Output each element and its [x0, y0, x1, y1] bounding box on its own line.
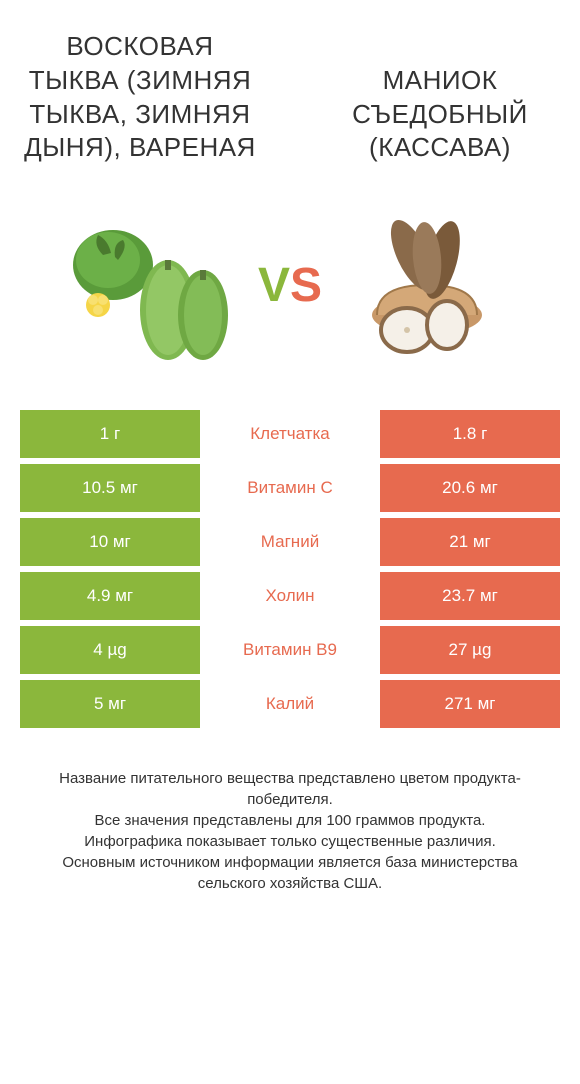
cell-left-value: 10.5 мг — [20, 464, 200, 512]
table-row: 10 мг Магний 21 мг — [20, 518, 560, 566]
cell-nutrient-label: Магний — [200, 518, 380, 566]
cell-left-value: 5 мг — [20, 680, 200, 728]
cell-nutrient-label: Холин — [200, 572, 380, 620]
footer-notes: Название питательного вещества представл… — [20, 768, 560, 894]
cell-right-value: 27 µg — [380, 626, 560, 674]
cell-right-value: 21 мг — [380, 518, 560, 566]
cell-left-value: 4.9 мг — [20, 572, 200, 620]
vs-v-letter: V — [258, 258, 290, 313]
table-row: 1 г Клетчатка 1.8 г — [20, 410, 560, 458]
cell-nutrient-label: Витамин C — [200, 464, 380, 512]
product-right-image — [337, 195, 517, 375]
product-left-title: ВОСКОВАЯ ТЫКВА (ЗИМНЯЯ ТЫКВА, ЗИМНЯЯ ДЫН… — [20, 30, 260, 165]
product-left-image — [63, 195, 243, 375]
footer-line: Название питательного вещества представл… — [30, 768, 550, 810]
table-row: 4 µg Витамин B9 27 µg — [20, 626, 560, 674]
vs-s-letter: S — [290, 258, 322, 313]
cell-nutrient-label: Витамин B9 — [200, 626, 380, 674]
footer-line: Инфографика показывает только существенн… — [30, 831, 550, 852]
vs-row: VS — [20, 195, 560, 375]
cell-left-value: 4 µg — [20, 626, 200, 674]
table-row: 10.5 мг Витамин C 20.6 мг — [20, 464, 560, 512]
header: ВОСКОВАЯ ТЫКВА (ЗИМНЯЯ ТЫКВА, ЗИМНЯЯ ДЫН… — [20, 30, 560, 165]
footer-line: Все значения представлены для 100 граммо… — [30, 810, 550, 831]
footer-line: Основным источником информации является … — [30, 852, 550, 894]
cell-right-value: 20.6 мг — [380, 464, 560, 512]
nutrition-table: 1 г Клетчатка 1.8 г 10.5 мг Витамин C 20… — [20, 410, 560, 728]
cell-right-value: 271 мг — [380, 680, 560, 728]
cassava-icon — [352, 210, 502, 360]
cell-nutrient-label: Клетчатка — [200, 410, 380, 458]
table-row: 4.9 мг Холин 23.7 мг — [20, 572, 560, 620]
vs-label: VS — [258, 258, 322, 313]
cell-right-value: 1.8 г — [380, 410, 560, 458]
table-row: 5 мг Калий 271 мг — [20, 680, 560, 728]
wax-gourd-icon — [73, 205, 233, 365]
cell-left-value: 1 г — [20, 410, 200, 458]
product-right-title: МАНИОК СЪЕДОБНЫЙ (КАССАВА) — [320, 64, 560, 165]
cell-right-value: 23.7 мг — [380, 572, 560, 620]
cell-nutrient-label: Калий — [200, 680, 380, 728]
cell-left-value: 10 мг — [20, 518, 200, 566]
